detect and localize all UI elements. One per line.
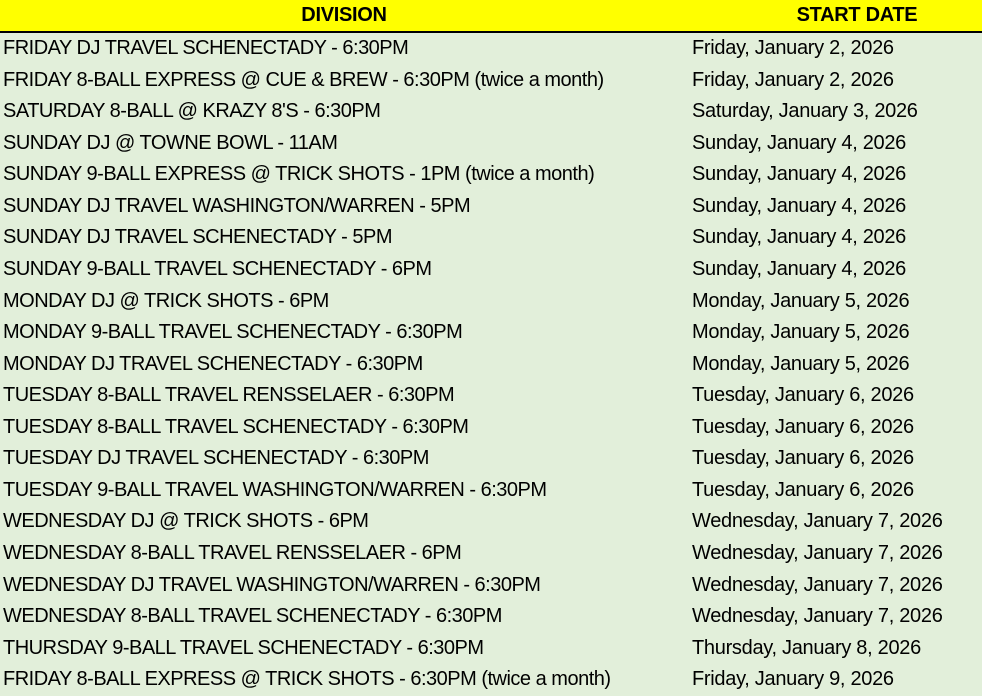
- table-body: FRIDAY DJ TRAVEL SCHENECTADY - 6:30PM Fri…: [0, 33, 982, 696]
- division-cell: SATURDAY 8-BALL @ KRAZY 8'S - 6:30PM: [3, 100, 381, 123]
- table-row: WEDNESDAY 8-BALL TRAVEL SCHENECTADY - 6:…: [0, 601, 982, 633]
- table-row: FRIDAY 8-BALL EXPRESS @ TRICK SHOTS - 6:…: [0, 664, 982, 696]
- table-row: MONDAY DJ TRAVEL SCHENECTADY - 6:30PM Mon…: [0, 349, 982, 381]
- start-date-cell: Thursday, January 8, 2026: [692, 636, 921, 659]
- division-cell: WEDNESDAY 8-BALL TRAVEL SCHENECTADY - 6:…: [3, 605, 502, 628]
- start-date-cell: Wednesday, January 7, 2026: [692, 510, 943, 533]
- table-row: SUNDAY DJ @ TOWNE BOWL - 11AM Sunday, Jan…: [0, 128, 982, 160]
- start-date-cell: Friday, January 9, 2026: [692, 668, 894, 691]
- start-date-cell: Tuesday, January 6, 2026: [692, 478, 914, 501]
- table-row: MONDAY DJ @ TRICK SHOTS - 6PM Monday, Jan…: [0, 286, 982, 318]
- division-cell: TUESDAY 9-BALL TRAVEL WASHINGTON/WARREN …: [3, 478, 547, 501]
- table-row: WEDNESDAY DJ @ TRICK SHOTS - 6PM Wednesda…: [0, 506, 982, 538]
- table-row: THURSDAY 9-BALL TRAVEL SCHENECTADY - 6:3…: [0, 633, 982, 665]
- table-row: SUNDAY 9-BALL TRAVEL SCHENECTADY - 6PM Su…: [0, 254, 982, 286]
- start-date-cell: Monday, January 5, 2026: [692, 321, 910, 344]
- start-date-cell: Wednesday, January 7, 2026: [692, 542, 943, 564]
- division-cell: TUESDAY 8-BALL TRAVEL RENSSELAER - 6:30P…: [3, 384, 455, 407]
- division-cell: SUNDAY DJ @ TOWNE BOWL - 11AM: [3, 131, 338, 154]
- division-cell: MONDAY 9-BALL TRAVEL SCHENECTADY - 6:30P…: [3, 321, 463, 344]
- table-row: SUNDAY DJ TRAVEL WASHINGTON/WARREN - 5PM…: [0, 191, 982, 223]
- division-cell: FRIDAY 8-BALL EXPRESS @ TRICK SHOTS - 6:…: [3, 668, 611, 691]
- table-header-row: DIVISION START DATE: [0, 0, 982, 33]
- start-date-cell: Wednesday, January 7, 2026: [692, 573, 943, 596]
- division-cell: WEDNESDAY DJ @ TRICK SHOTS - 6PM: [3, 510, 369, 533]
- table-row: SATURDAY 8-BALL @ KRAZY 8'S - 6:30PM Satu…: [0, 96, 982, 128]
- start-date-column-header: START DATE: [796, 4, 918, 26]
- table-row: FRIDAY DJ TRAVEL SCHENECTADY - 6:30PM Fri…: [0, 33, 982, 65]
- start-date-cell: Wednesday, January 7, 2026: [692, 605, 943, 628]
- table-row: TUESDAY 8-BALL TRAVEL SCHENECTADY - 6:30…: [0, 412, 982, 444]
- start-date-cell: Sunday, January 4, 2026: [692, 131, 906, 154]
- division-cell: MONDAY DJ @ TRICK SHOTS - 6PM: [3, 289, 329, 312]
- start-date-cell: Sunday, January 4, 2026: [692, 257, 906, 280]
- table-row: WEDNESDAY 8-BALL TRAVEL RENSSELAER - 6PM…: [0, 538, 982, 570]
- table-row: MONDAY 9-BALL TRAVEL SCHENECTADY - 6:30P…: [0, 317, 982, 349]
- division-cell: SUNDAY 9-BALL EXPRESS @ TRICK SHOTS - 1P…: [3, 163, 595, 186]
- start-date-cell: Tuesday, January 6, 2026: [692, 447, 914, 470]
- table-row: WEDNESDAY DJ TRAVEL WASHINGTON/WARREN - …: [0, 570, 982, 602]
- start-date-cell: Monday, January 5, 2026: [692, 289, 910, 312]
- division-cell: TUESDAY 8-BALL TRAVEL SCHENECTADY - 6:30…: [3, 415, 469, 438]
- division-cell: TUESDAY DJ TRAVEL SCHENECTADY - 6:30PM: [3, 447, 429, 470]
- division-cell: MONDAY DJ TRAVEL SCHENECTADY - 6:30PM: [3, 352, 423, 375]
- start-date-cell: Friday, January 2, 2026: [692, 68, 894, 91]
- division-cell: SUNDAY DJ TRAVEL SCHENECTADY - 5PM: [3, 226, 393, 249]
- start-date-cell: Saturday, January 3, 2026: [692, 100, 918, 123]
- start-date-cell: Sunday, January 4, 2026: [692, 163, 906, 186]
- table-row: SUNDAY DJ TRAVEL SCHENECTADY - 5PM Sunday…: [0, 222, 982, 254]
- table-row: FRIDAY 8-BALL EXPRESS @ CUE & BREW - 6:3…: [0, 65, 982, 97]
- start-date-cell: Monday, January 5, 2026: [692, 352, 910, 375]
- division-cell: SUNDAY DJ TRAVEL WASHINGTON/WARREN - 5PM: [3, 194, 471, 217]
- division-cell: WEDNESDAY 8-BALL TRAVEL RENSSELAER - 6PM: [3, 542, 462, 564]
- start-date-cell: Friday, January 2, 2026: [692, 37, 894, 59]
- start-date-cell: Tuesday, January 6, 2026: [692, 415, 914, 438]
- division-cell: SUNDAY 9-BALL TRAVEL SCHENECTADY - 6PM: [3, 257, 432, 280]
- division-cell: FRIDAY DJ TRAVEL SCHENECTADY - 6:30PM: [3, 37, 409, 59]
- table-row: TUESDAY DJ TRAVEL SCHENECTADY - 6:30PM Tu…: [0, 443, 982, 475]
- table-row: TUESDAY 8-BALL TRAVEL RENSSELAER - 6:30P…: [0, 380, 982, 412]
- table-row: TUESDAY 9-BALL TRAVEL WASHINGTON/WARREN …: [0, 475, 982, 507]
- table-row: SUNDAY 9-BALL EXPRESS @ TRICK SHOTS - 1P…: [0, 159, 982, 191]
- start-date-cell: Sunday, January 4, 2026: [692, 226, 906, 249]
- division-cell: FRIDAY 8-BALL EXPRESS @ CUE & BREW - 6:3…: [3, 68, 604, 91]
- division-column-header: DIVISION: [301, 4, 387, 26]
- division-cell: WEDNESDAY DJ TRAVEL WASHINGTON/WARREN - …: [3, 573, 541, 596]
- start-date-cell: Sunday, January 4, 2026: [692, 194, 906, 217]
- division-cell: THURSDAY 9-BALL TRAVEL SCHENECTADY - 6:3…: [3, 636, 484, 659]
- start-date-cell: Tuesday, January 6, 2026: [692, 384, 914, 407]
